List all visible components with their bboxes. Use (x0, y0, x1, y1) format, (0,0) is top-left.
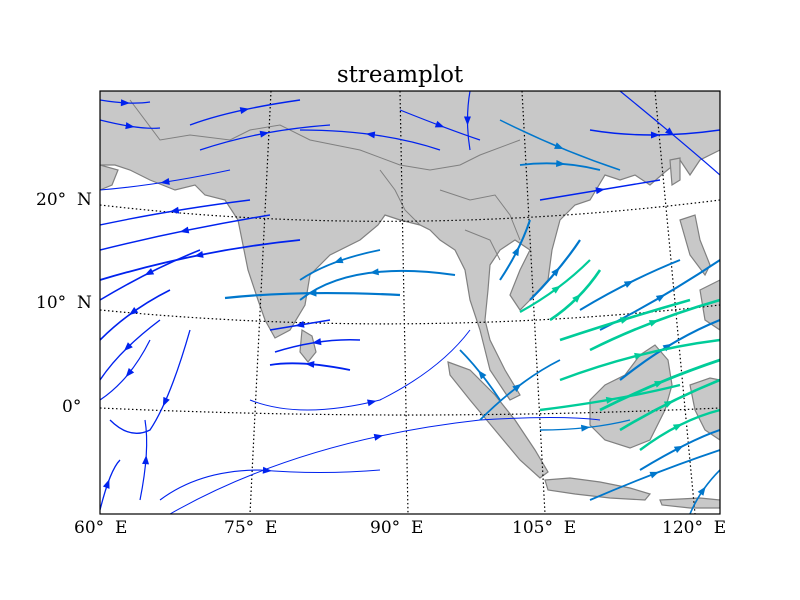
stream-arrow-icon (463, 116, 471, 126)
stream-arrow-icon (648, 320, 659, 327)
border-lines (129, 99, 521, 261)
stream-arrow-icon (373, 433, 384, 441)
stream-arrow-icon (434, 120, 445, 128)
land-arabia (100, 164, 119, 191)
land-layer (100, 91, 720, 509)
stream-arrow-icon (123, 342, 133, 352)
stream-arrow-icon (551, 285, 561, 294)
stream-arrow-icon (663, 400, 674, 408)
graticule (100, 91, 720, 514)
streamline (639, 429, 720, 471)
land-sumatra (447, 361, 549, 479)
streamline (224, 291, 401, 300)
land-taiwan (669, 157, 681, 187)
stream-arrow-icon (555, 159, 566, 167)
stream-arrow-icon (672, 423, 683, 431)
stream-arrow-icon (169, 206, 180, 214)
parallel-0 (100, 407, 720, 416)
stream-arrow-icon (367, 399, 377, 407)
stream-arrow-icon (665, 127, 675, 136)
stream-arrow-icon (650, 131, 660, 139)
stream-arrow-icon (619, 317, 630, 324)
stream-arrow-icon (312, 338, 322, 346)
lat-label-0: 0° (62, 397, 82, 417)
streamline (139, 419, 148, 501)
stream-arrow-icon (697, 486, 706, 496)
lon-label-90e: 90° E (370, 518, 424, 538)
stream-arrow-icon (478, 370, 487, 380)
land-lesser-sunda (659, 497, 720, 509)
lon-label-120e: 120° E (662, 518, 727, 538)
stream-arrow-icon (295, 320, 305, 328)
stream-arrow-icon (144, 268, 155, 276)
stream-arrow-icon (655, 294, 666, 302)
parallel-10n (100, 304, 720, 325)
stream-arrow-icon (128, 306, 139, 316)
stream-arrow-icon (554, 142, 564, 150)
parallel-20n (100, 199, 720, 222)
stream-arrow-icon (162, 396, 170, 407)
stream-arrow-icon (333, 256, 344, 264)
streamline (579, 259, 681, 311)
stream-arrow-icon (125, 367, 135, 378)
map-title: streamplot (336, 62, 464, 88)
streamline (100, 459, 121, 511)
stream-arrow-icon (120, 99, 130, 107)
streamline (299, 269, 456, 301)
streamline (159, 469, 381, 501)
stream-arrow-icon (572, 293, 581, 303)
stream-arrow-icon (512, 246, 520, 257)
land-asia-mainland (100, 91, 720, 401)
meridian-120e (654, 91, 696, 514)
stream-arrow-icon (595, 187, 605, 195)
stream-arrow-icon (305, 360, 315, 368)
streamline (399, 109, 481, 141)
meridian-75e (249, 91, 272, 514)
stream-arrow-icon (649, 471, 660, 479)
stream-arrow-icon (179, 226, 190, 234)
streamline (249, 329, 471, 411)
stream-arrow-icon (634, 352, 644, 360)
stream-arrow-icon (580, 424, 591, 432)
streamline (169, 417, 601, 514)
stream-arrow-icon (259, 130, 270, 138)
stream-arrow-icon (194, 250, 204, 258)
lon-label-75e: 75° E (224, 518, 278, 538)
land-java (544, 477, 652, 501)
stream-arrow-icon (623, 280, 634, 288)
streamline (189, 99, 301, 126)
streamline (100, 289, 171, 341)
stream-arrow-icon (512, 383, 522, 393)
land-sri-lanka (299, 328, 317, 363)
streamline (100, 119, 161, 129)
stream-arrow-icon (262, 466, 272, 474)
streamline (299, 129, 441, 151)
map-frame (99, 90, 721, 515)
lat-label-10n: 10° N (36, 293, 92, 313)
stream-arrow-icon (654, 380, 664, 388)
meridian-90e (399, 91, 409, 514)
stream-arrow-icon (605, 396, 616, 404)
lon-label-105e: 105° E (512, 518, 577, 538)
land-philippines (679, 214, 720, 331)
streamline (619, 91, 720, 176)
stream-arrow-icon (160, 177, 170, 185)
lat-label-20n: 20° N (36, 190, 92, 210)
stream-arrow-icon (142, 455, 150, 465)
meridian-105e (521, 91, 546, 514)
lon-label-60e: 60° E (74, 518, 128, 538)
stream-arrow-icon (125, 122, 135, 130)
stream-arrow-icon (102, 479, 110, 489)
stream-arrow-icon (551, 267, 560, 277)
streamline (549, 269, 602, 322)
stream-arrow-icon (673, 445, 684, 453)
stream-arrow-icon (239, 107, 250, 114)
streamline (269, 362, 351, 371)
stream-arrow-icon (369, 268, 379, 276)
streamline (109, 329, 191, 434)
streamlines (100, 91, 720, 514)
stream-arrow-icon (365, 131, 376, 139)
